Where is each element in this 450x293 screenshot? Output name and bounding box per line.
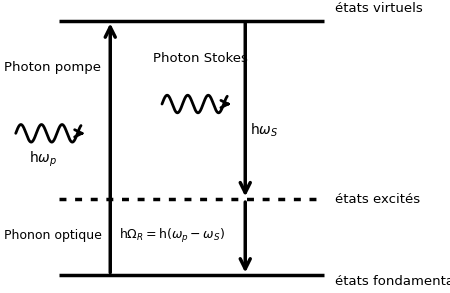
Text: Phonon optique: Phonon optique (4, 229, 103, 242)
Text: états excités: états excités (335, 193, 420, 206)
Text: Photon Stokes: Photon Stokes (153, 52, 248, 65)
Text: $\mathrm{h}\Omega_R=\mathrm{h}(\omega_p-\omega_S)$: $\mathrm{h}\Omega_R=\mathrm{h}(\omega_p-… (119, 227, 225, 245)
Text: états fondamentaux: états fondamentaux (335, 275, 450, 288)
Text: états virtuels: états virtuels (335, 2, 423, 15)
Text: $\mathrm{h}\omega_S$: $\mathrm{h}\omega_S$ (250, 122, 278, 139)
Text: $\mathrm{h}\omega_p$: $\mathrm{h}\omega_p$ (29, 150, 58, 169)
Text: Photon pompe: Photon pompe (4, 61, 102, 74)
